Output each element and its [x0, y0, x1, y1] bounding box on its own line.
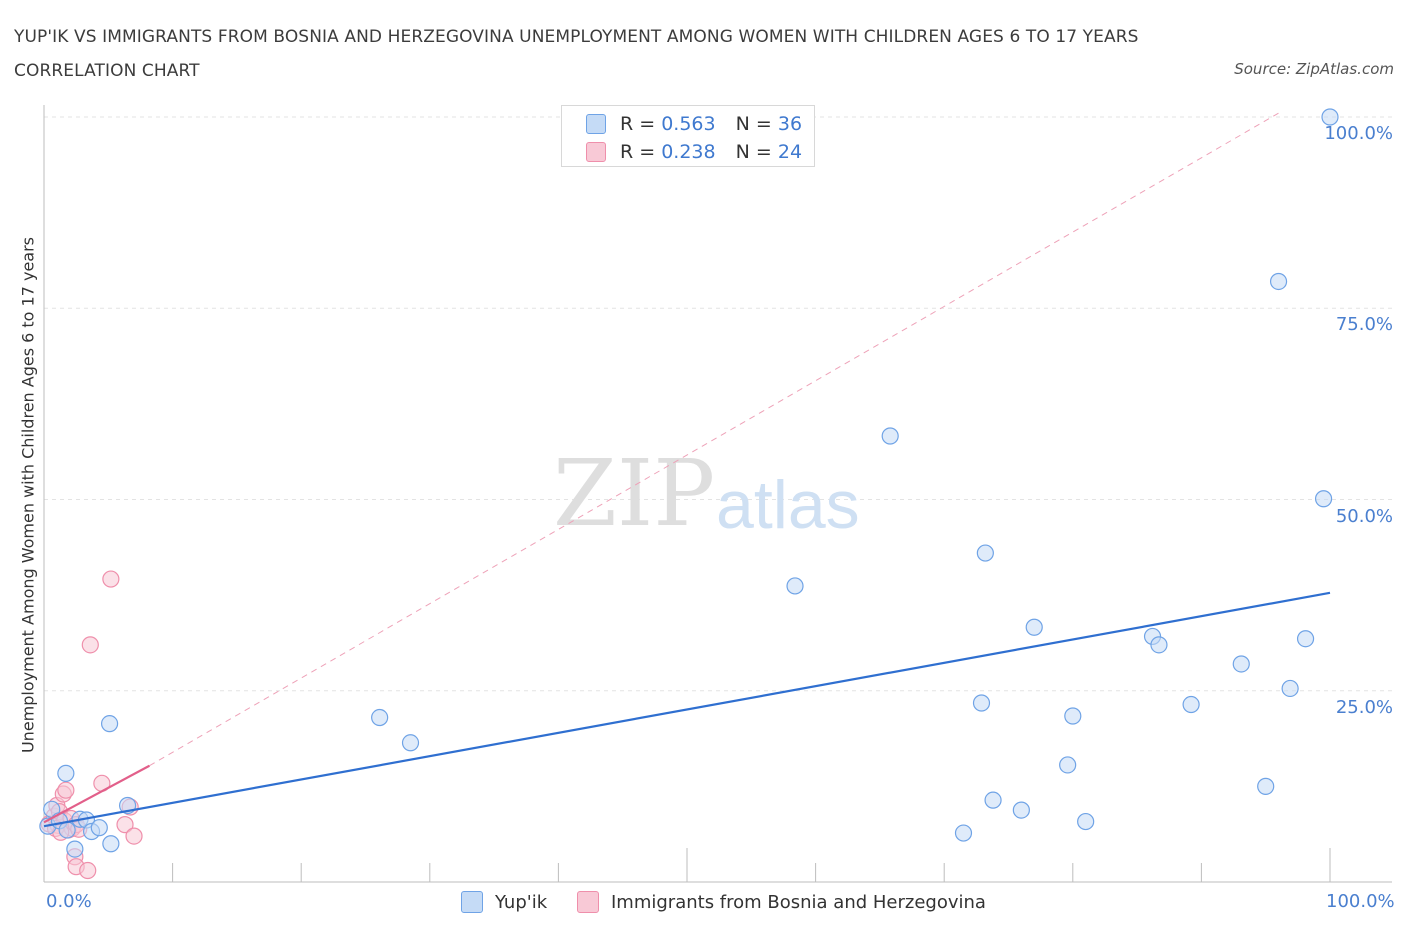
legend-row-yupik: R = 0.563 N = 36 — [586, 110, 802, 138]
data-point-yupik — [1314, 490, 1333, 508]
n-label: N = — [735, 113, 772, 135]
data-point-bosnia — [57, 781, 75, 799]
legend-swatch-bosnia — [586, 142, 606, 162]
legend-row-bosnia: R = 0.238 N = 24 — [586, 138, 802, 166]
data-point-yupik — [881, 427, 899, 445]
data-point-yupik — [1025, 618, 1043, 636]
data-point-bosnia — [79, 861, 97, 880]
data-point-yupik — [66, 840, 84, 858]
data-point-bosnia — [125, 827, 143, 845]
data-point-bosnia — [81, 636, 99, 654]
r-value-bosnia: 0.238 — [661, 141, 716, 163]
watermark-atlas: atlas — [716, 467, 860, 543]
data-point-yupik — [984, 791, 1002, 809]
source-label: Source: ZipAtlas.com — [1234, 60, 1394, 78]
data-point-yupik — [1012, 801, 1030, 819]
axes — [43, 105, 1392, 883]
data-point-yupik — [1150, 636, 1168, 654]
legend-item-yupik: Yup'ik — [461, 889, 547, 915]
data-point-yupik — [100, 715, 119, 733]
data-point-yupik — [90, 819, 108, 837]
data-point-yupik — [1182, 695, 1200, 714]
data-point-yupik — [972, 694, 991, 712]
data-point-yupik — [57, 764, 75, 782]
legend-swatch-yupik — [461, 891, 483, 913]
y-tick-label: 100.0% — [1324, 123, 1393, 144]
trend-line-bosnia — [43, 764, 150, 824]
trend-lines — [43, 112, 1331, 828]
y-tick-label: 25.0% — [1335, 696, 1393, 718]
data-point-bosnia — [116, 816, 134, 834]
y-tick-label: 75.0% — [1335, 314, 1393, 336]
legend-label-bosnia: Immigrants from Bosnia and Herzegovina — [611, 891, 986, 913]
y-tick-label: 50.0% — [1335, 505, 1393, 527]
correlation-legend: R = 0.563 N = 36 R = 0.238 N = 24 — [561, 105, 815, 167]
n-label: N = — [735, 141, 772, 163]
x-tick-max: 100.0% — [1326, 891, 1395, 912]
data-point-yupik — [1257, 777, 1275, 795]
data-point-yupik — [371, 708, 389, 727]
r-value-yupik: 0.563 — [661, 113, 716, 135]
chart-title: YUP'IK VS IMMIGRANTS FROM BOSNIA AND HER… — [14, 27, 1139, 81]
data-point-yupik — [1064, 707, 1082, 725]
data-point-yupik — [954, 824, 973, 842]
x-tick-min: 0.0% — [46, 891, 92, 912]
data-point-yupik — [102, 835, 120, 853]
data-point-yupik — [976, 544, 994, 562]
data-point-yupik — [401, 734, 420, 752]
legend-label-yupik: Yup'ik — [495, 891, 548, 913]
data-point-yupik — [58, 821, 76, 839]
n-value-bosnia: 24 — [777, 141, 803, 163]
r-label: R = — [620, 141, 656, 163]
r-label: R = — [620, 113, 656, 135]
data-point-bosnia — [102, 570, 120, 588]
data-point-yupik — [1281, 679, 1299, 698]
legend-item-bosnia: Immigrants from Bosnia and Herzegovina — [577, 889, 986, 915]
data-point-yupik — [1059, 756, 1077, 774]
data-point-yupik — [1321, 108, 1339, 126]
trend-line-yupik — [43, 591, 1331, 828]
data-point-yupik — [1232, 655, 1250, 673]
gridlines — [44, 116, 1392, 692]
data-point-yupik — [1269, 272, 1288, 291]
data-point-yupik — [1077, 812, 1095, 831]
legend-swatch-bosnia — [577, 891, 599, 913]
data-point-yupik — [786, 577, 804, 595]
trend-extension-bosnia — [149, 112, 1279, 767]
watermark-zip: ZIP — [553, 440, 715, 547]
data-point-yupik — [1296, 630, 1315, 648]
n-value-yupik: 36 — [777, 113, 803, 135]
legend-swatch-yupik — [586, 114, 606, 134]
